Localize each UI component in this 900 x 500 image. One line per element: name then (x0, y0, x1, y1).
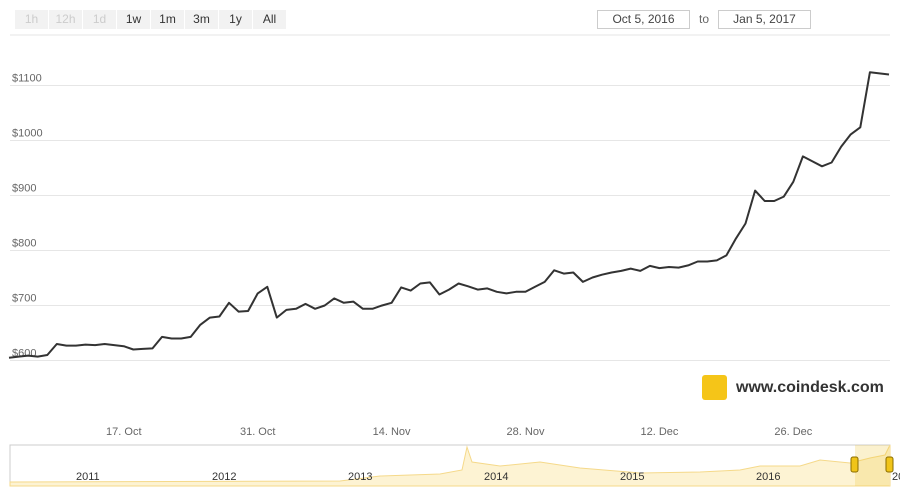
navigator-label: 2017 (892, 471, 900, 483)
range-button[interactable]: 1m (151, 10, 184, 29)
x-tick-label: 14. Nov (373, 426, 411, 438)
navigator-label: 2012 (212, 471, 236, 483)
to-label: to (699, 12, 710, 26)
watermark-icon (702, 375, 727, 400)
navigator-selection[interactable] (855, 445, 889, 486)
y-tick-label: $800 (12, 237, 36, 249)
watermark: www.coindesk.com (702, 375, 884, 400)
range-button[interactable]: 1d (83, 10, 116, 29)
navigator (9, 444, 894, 487)
navigator-label: 2011 (76, 471, 100, 483)
x-tick-label: 12. Dec (640, 426, 678, 438)
navigator-handle[interactable] (885, 456, 894, 473)
range-button[interactable]: 1y (219, 10, 252, 29)
y-tick-label: $700 (12, 292, 36, 304)
y-tick-label: $1100 (12, 72, 42, 84)
x-tick-label: 26. Dec (774, 426, 812, 438)
watermark-text: www.coindesk.com (735, 379, 884, 396)
navigator-handle[interactable] (850, 456, 859, 473)
range-button[interactable]: 1h (15, 10, 48, 29)
navigator-label: 2016 (756, 471, 780, 483)
navigator-label: 2014 (484, 471, 508, 483)
navigator-series (9, 444, 891, 487)
navigator-label: 2015 (620, 471, 644, 483)
range-button[interactable]: 12h (49, 10, 82, 29)
navigator-label: 2013 (348, 471, 372, 483)
range-button[interactable]: 3m (185, 10, 218, 29)
price-line (8, 71, 890, 359)
x-tick-label: 17. Oct (106, 426, 141, 438)
y-tick-label: $900 (12, 182, 36, 194)
y-tick-label: $1000 (12, 127, 43, 139)
range-button[interactable]: All (253, 10, 286, 29)
date-to[interactable]: Jan 5, 2017 (718, 10, 811, 29)
range-button[interactable]: 1w (117, 10, 150, 29)
x-tick-label: 28. Nov (507, 426, 545, 438)
x-tick-label: 31. Oct (240, 426, 275, 438)
date-from[interactable]: Oct 5, 2016 (597, 10, 690, 29)
